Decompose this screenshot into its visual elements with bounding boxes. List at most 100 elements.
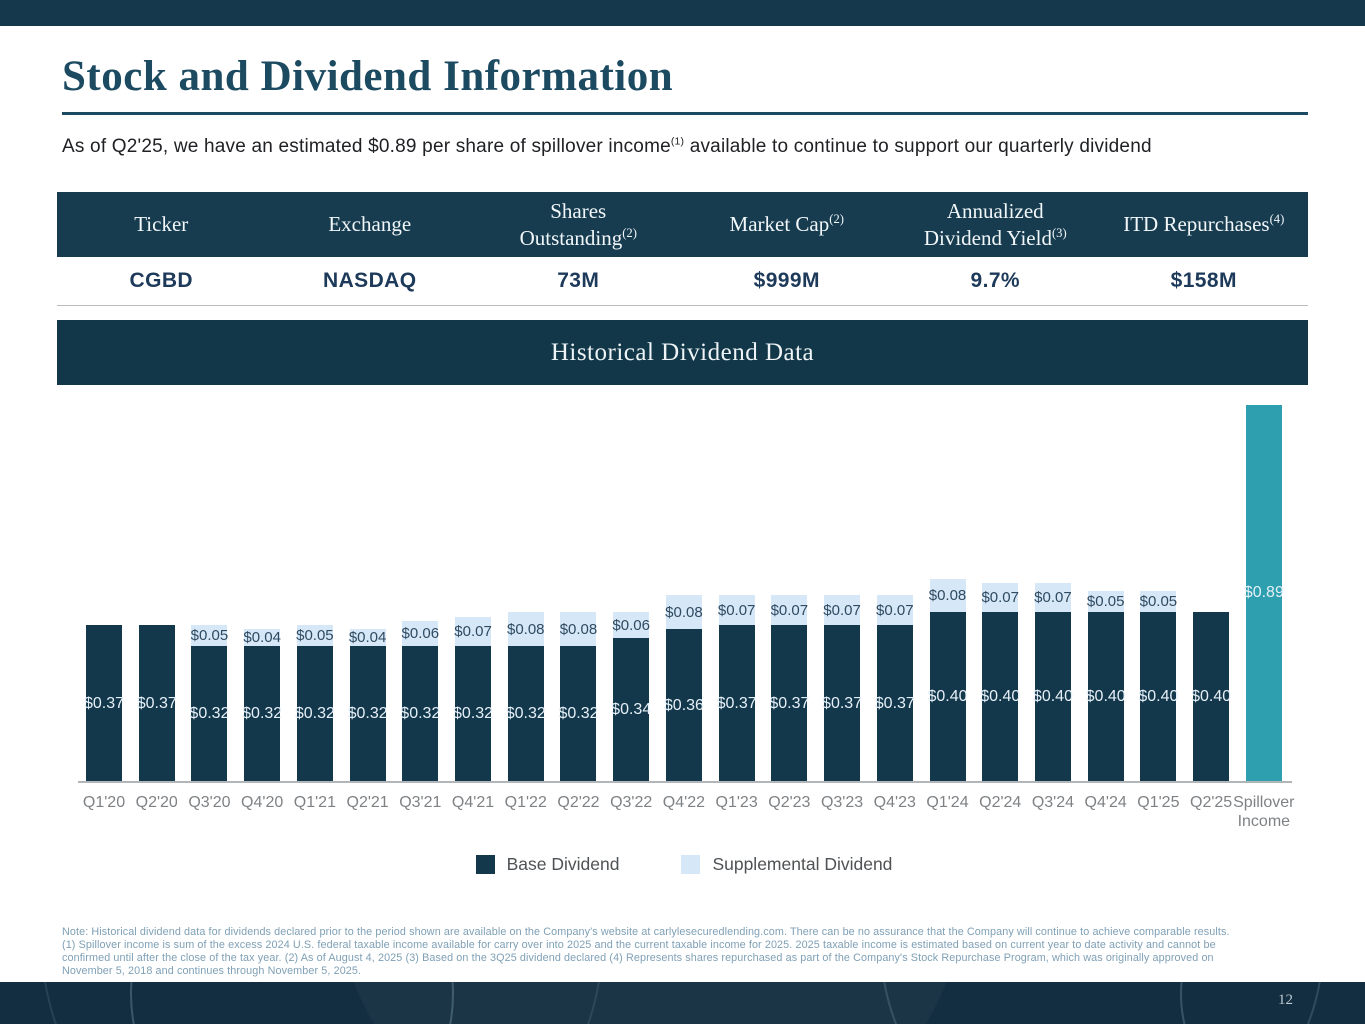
subtitle: As of Q2'25, we have an estimated $0.89 … bbox=[62, 136, 1152, 158]
bar-segment: $0.40 bbox=[1191, 612, 1232, 782]
x-axis-label: Q3'23 bbox=[820, 794, 864, 811]
dividend-chart: $0.37 Q1'20 $0.37 Q2'20 $0.05 $0.32 Q3'20 $0.04… bbox=[83, 392, 1294, 830]
header-label: Annualized Dividend Yield bbox=[923, 199, 1052, 250]
header-cell-ticker: Ticker bbox=[57, 192, 266, 257]
x-axis-label: Q3'20 bbox=[188, 794, 231, 811]
x-axis-label: Q1'23 bbox=[715, 794, 758, 811]
title-underline bbox=[62, 112, 1308, 115]
bar-value-label: $0.07 bbox=[454, 622, 492, 640]
header-sup: (2) bbox=[829, 212, 844, 227]
x-axis-label: Q1'24 bbox=[926, 794, 969, 811]
bar-segment: $0.37 bbox=[874, 625, 915, 782]
bar-value-label: $0.40 bbox=[1138, 688, 1179, 706]
footer-bar: 12 bbox=[0, 982, 1365, 1024]
bar-segment: $0.40 bbox=[1085, 612, 1126, 782]
bar-value-label: $0.40 bbox=[1085, 688, 1126, 706]
header-label: ITD Repurchases bbox=[1123, 212, 1270, 237]
bar-segment: $0.32 bbox=[400, 646, 440, 782]
x-axis-label: Q2'20 bbox=[135, 794, 178, 811]
header-label: Market Cap bbox=[729, 212, 830, 237]
chart-x-axis bbox=[78, 781, 1292, 783]
chart-bar-q4-24: $0.05 $0.40 Q4'24 bbox=[1085, 392, 1127, 811]
header-cell-shares-outstanding: Shares Outstanding(2) bbox=[474, 192, 683, 257]
chart-bar-q3-24: $0.07 $0.40 Q3'24 bbox=[1032, 392, 1074, 811]
bar-value-label: $0.37 bbox=[716, 694, 757, 712]
bar-value-label: $0.32 bbox=[558, 705, 599, 723]
bar-segment: $0.07 bbox=[823, 595, 861, 626]
bar-segment: $0.32 bbox=[242, 646, 283, 782]
bar-value-label: $0.32 bbox=[189, 705, 230, 723]
bar-segment: $0.08 bbox=[665, 595, 703, 630]
bar-value-label: $0.32 bbox=[294, 705, 335, 723]
bar-value-label: $0.05 bbox=[1139, 593, 1178, 611]
chart-bar-q4-23: $0.07 $0.37 Q4'23 bbox=[874, 392, 916, 811]
bar-value-label: $0.07 bbox=[823, 601, 861, 619]
chart-legend: Base Dividend Supplemental Dividend bbox=[86, 854, 1282, 875]
x-axis-label: Q2'21 bbox=[346, 794, 389, 811]
bar-value-label: $0.32 bbox=[242, 705, 283, 723]
x-axis-label: Spillover Income bbox=[1233, 793, 1295, 830]
x-axis-label: Q1'21 bbox=[293, 794, 336, 811]
header-sup: (3) bbox=[1051, 225, 1067, 240]
x-axis-label: Q3'21 bbox=[399, 794, 442, 811]
x-axis-label: Q4'24 bbox=[1084, 794, 1127, 811]
chart-bar-q1-25: $0.05 $0.40 Q1'25 bbox=[1137, 392, 1179, 811]
value-itd-repurchases: $158M bbox=[1170, 269, 1237, 292]
bar-segment: $0.07 bbox=[454, 616, 492, 647]
chart-bar-q1-22: $0.08 $0.32 Q1'22 bbox=[505, 392, 547, 811]
bar-value-label: $0.37 bbox=[874, 694, 915, 712]
bar-value-label: $0.32 bbox=[347, 705, 388, 723]
bar-segment: $0.08 bbox=[507, 612, 545, 647]
bar-segment: $0.32 bbox=[294, 646, 335, 782]
bar-value-label: $0.08 bbox=[928, 586, 967, 604]
chart-bar-q1-24: $0.08 $0.40 Q1'24 bbox=[926, 392, 969, 811]
bar-value-label: $0.04 bbox=[348, 629, 387, 647]
x-axis-label: Q1'20 bbox=[82, 794, 126, 811]
value-market-cap: $999M bbox=[753, 269, 820, 292]
bar-segment: $0.32 bbox=[558, 646, 599, 782]
bar-segment: $0.04 bbox=[243, 629, 281, 647]
bar-segment: $0.07 bbox=[981, 582, 1019, 613]
chart-bar-q3-21: $0.06 $0.32 Q3'21 bbox=[399, 392, 441, 811]
x-axis-label: Q4'20 bbox=[241, 794, 284, 811]
bar-segment: $0.40 bbox=[980, 612, 1021, 782]
chart-bar-q2-21: $0.04 $0.32 Q2'21 bbox=[346, 392, 389, 811]
bar-value-label: $0.07 bbox=[1034, 589, 1072, 607]
legend-label: Supplemental Dividend bbox=[712, 854, 893, 874]
bar-segment: $0.37 bbox=[716, 625, 757, 782]
bar-segment: $0.05 bbox=[1087, 591, 1124, 613]
chart-bar-q2-22: $0.08 $0.32 Q2'22 bbox=[557, 392, 600, 811]
stats-table-header-row: Ticker Exchange Shares Outstanding(2) Ma… bbox=[57, 192, 1308, 257]
bar-segment: $0.37 bbox=[83, 625, 125, 782]
chart-bar-q2-20: $0.37 Q2'20 bbox=[136, 392, 178, 811]
bar-segment: $0.40 bbox=[1033, 612, 1073, 782]
bar-value-label: $0.40 bbox=[1191, 688, 1232, 706]
bar-segment: $0.40 bbox=[1138, 612, 1179, 782]
subtitle-text-suffix: available to continue to support our qua… bbox=[684, 136, 1152, 157]
chart-bar-q2-23: $0.07 $0.37 Q2'23 bbox=[768, 392, 810, 811]
bar-segment: $0.07 bbox=[771, 595, 808, 626]
value-dividend-yield: 9.7% bbox=[970, 269, 1020, 292]
header-label: Shares Outstanding bbox=[519, 199, 623, 250]
bar-segment: $0.06 bbox=[402, 620, 439, 647]
chart-bar-q4-22: $0.08 $0.36 Q4'22 bbox=[663, 392, 705, 811]
legend-item: Base Dividend bbox=[475, 854, 619, 875]
bar-value-label: $0.89 bbox=[1243, 584, 1284, 602]
chart-bar-q3-20: $0.05 $0.32 Q3'20 bbox=[188, 392, 231, 811]
footer-decorative-arc bbox=[1180, 982, 1365, 1024]
bar-value-label: $0.40 bbox=[980, 688, 1021, 706]
subtitle-text: As of Q2'25, we have an estimated $0.89 … bbox=[62, 136, 671, 157]
bar-value-label: $0.05 bbox=[296, 627, 334, 645]
bar-segment: $0.08 bbox=[560, 612, 597, 647]
chart-bar-q1-21: $0.05 $0.32 Q1'21 bbox=[294, 392, 336, 811]
bar-segment: $0.04 bbox=[348, 629, 387, 647]
bar-value-label: $0.37 bbox=[83, 694, 125, 712]
bar-value-label: $0.40 bbox=[927, 688, 968, 706]
header-label: Ticker bbox=[134, 212, 189, 237]
top-accent-bar bbox=[0, 0, 1365, 26]
footnote: Note: Historical dividend data for divid… bbox=[62, 926, 1230, 977]
bar-segment: $0.07 bbox=[718, 595, 755, 626]
bar-value-label: $0.07 bbox=[981, 589, 1019, 607]
x-axis-label: Q1'25 bbox=[1137, 794, 1180, 811]
legend-swatch bbox=[681, 855, 701, 874]
